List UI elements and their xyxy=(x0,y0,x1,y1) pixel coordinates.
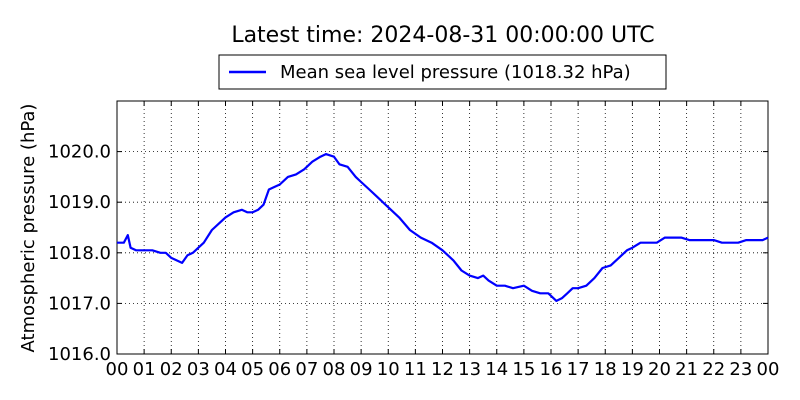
x-axis: 00 01 02 03 04 05 06 07 08 09 10 11 12 13 14 15 16 17 18 19… xyxy=(106,101,780,380)
y-tick-label: 1018.0 xyxy=(48,243,111,264)
y-axis-label: Atmospheric pressure (hPa) xyxy=(18,104,39,353)
x-tick-label: 18 xyxy=(594,359,617,380)
legend-box xyxy=(218,54,667,90)
x-tick-label: 06 xyxy=(268,359,291,380)
grid xyxy=(117,101,768,354)
y-tick-label: 1020.0 xyxy=(48,142,111,163)
x-tick-label: 15 xyxy=(512,359,535,380)
x-tick-label: 07 xyxy=(295,359,318,380)
x-tick-label: 04 xyxy=(214,359,237,380)
x-tick-label: 12 xyxy=(431,359,454,380)
x-tick-label: 00 xyxy=(106,359,129,380)
y-axis: 1016.0 1017.0 1018.0 1019.0 1020.0 xyxy=(48,142,768,365)
x-tick-label: 01 xyxy=(133,359,156,380)
x-tick-label: 08 xyxy=(323,359,346,380)
legend-label: Mean sea level pressure (1018.32 hPa) xyxy=(280,62,631,83)
x-tick-label: 03 xyxy=(187,359,210,380)
x-tick-label: 13 xyxy=(458,359,481,380)
x-tick-label: 22 xyxy=(702,359,725,380)
x-tick-label: 20 xyxy=(648,359,671,380)
x-tick-label: 17 xyxy=(567,359,590,380)
x-tick-label: 21 xyxy=(675,359,698,380)
x-tick-label: 11 xyxy=(404,359,427,380)
x-tick-label: 19 xyxy=(621,359,644,380)
x-tick-label: 10 xyxy=(377,359,400,380)
chart-title: Latest time: 2024-08-31 00:00:00 UTC xyxy=(231,23,654,48)
legend: Mean sea level pressure (1018.32 hPa) xyxy=(218,54,667,90)
x-tick-label: 02 xyxy=(160,359,183,380)
x-tick-label: 14 xyxy=(485,359,508,380)
x-tick-label: 09 xyxy=(350,359,373,380)
y-tick-label: 1017.0 xyxy=(48,293,111,314)
series-line xyxy=(117,153,769,302)
x-tick-label: 16 xyxy=(540,359,563,380)
x-tick-label: 23 xyxy=(729,359,752,380)
y-tick-label: 1016.0 xyxy=(48,344,111,365)
x-tick-label: 00 xyxy=(757,359,780,380)
y-tick-label: 1019.0 xyxy=(48,192,111,213)
x-tick-label: 05 xyxy=(241,359,264,380)
